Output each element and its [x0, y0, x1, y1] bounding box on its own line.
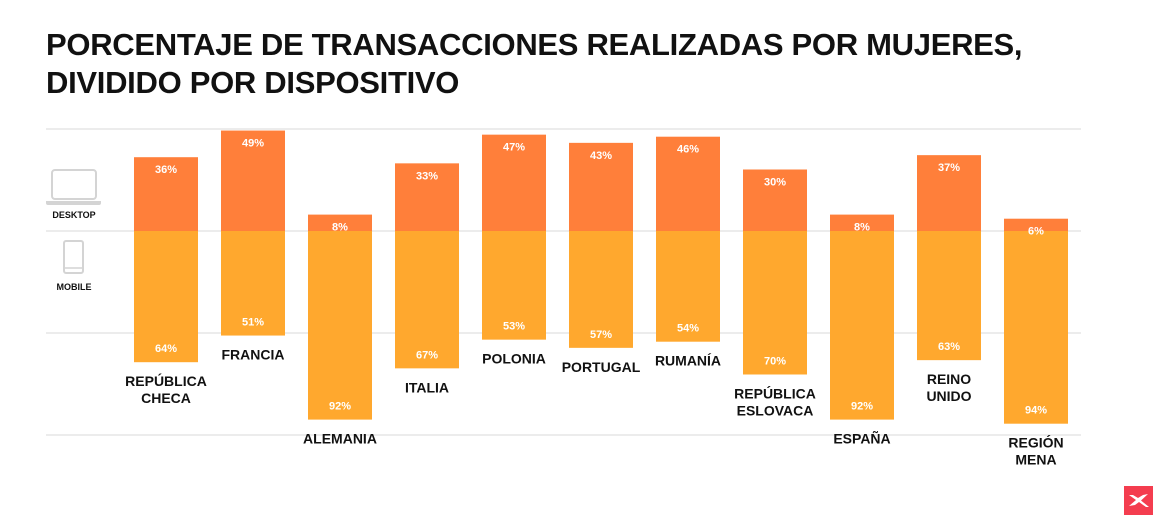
category-label: MENA — [1015, 452, 1056, 468]
category-label: REGIÓN — [1008, 434, 1063, 451]
category-label: ALEMANIA — [303, 431, 377, 447]
title-line-1: PORCENTAJE DE TRANSACCIONES REALIZADAS P… — [46, 27, 1023, 62]
laptop-base — [46, 201, 101, 205]
bar-desktop — [917, 155, 981, 231]
data-label-mobile: 92% — [851, 401, 873, 413]
data-label-desktop: 47% — [503, 142, 525, 154]
bar-mobile — [221, 231, 285, 336]
laptop-icon — [46, 169, 101, 205]
bar-desktop — [569, 142, 633, 231]
category-label: ESLOVACA — [737, 403, 814, 419]
bar-desktop — [1004, 218, 1068, 231]
data-label-desktop: 6% — [1028, 226, 1044, 238]
data-label-desktop: 30% — [764, 177, 786, 189]
data-label-mobile: 70% — [764, 356, 786, 368]
bar-mobile — [1004, 231, 1068, 424]
data-label-mobile: 92% — [329, 401, 351, 413]
category-label: FRANCIA — [222, 347, 285, 363]
smartphone-icon — [63, 240, 84, 274]
logo-mark-icon — [1129, 494, 1149, 507]
bar-desktop — [656, 136, 720, 231]
category-label: ITALIA — [405, 379, 449, 395]
data-label-mobile: 94% — [1025, 405, 1047, 417]
data-label-mobile: 54% — [677, 323, 699, 335]
bar-mobile — [482, 231, 546, 340]
data-label-mobile: 51% — [242, 317, 264, 329]
desktop-label: DESKTOP — [52, 210, 95, 220]
category-label: REPÚBLICA — [125, 372, 207, 389]
category-label: POLONIA — [482, 351, 546, 367]
category-label: PORTUGAL — [562, 359, 641, 375]
bar-desktop — [830, 214, 894, 231]
chart-title: PORCENTAJE DE TRANSACCIONES REALIZADAS P… — [46, 26, 1023, 102]
bar-desktop — [743, 169, 807, 231]
data-label-desktop: 43% — [590, 150, 612, 162]
data-label-mobile: 53% — [503, 321, 525, 333]
bar-mobile — [917, 231, 981, 361]
data-label-desktop: 36% — [155, 164, 177, 176]
mobile-label: MOBILE — [57, 282, 92, 292]
title-line-2: DIVIDIDO POR DISPOSITIVO — [46, 65, 460, 100]
bar-mobile — [656, 231, 720, 342]
category-label: RUMANÍA — [655, 353, 721, 369]
data-label-desktop: 49% — [242, 138, 264, 150]
category-label: REPÚBLICA — [734, 385, 816, 402]
data-label-mobile: 63% — [938, 341, 960, 353]
bar-mobile — [569, 231, 633, 348]
laptop-screen — [51, 169, 97, 200]
category-label: ESPAÑA — [833, 430, 890, 447]
data-label-desktop: 8% — [854, 222, 870, 234]
bar-desktop — [482, 134, 546, 231]
data-label-mobile: 64% — [155, 343, 177, 355]
bar-desktop — [134, 157, 198, 231]
bar-desktop — [308, 214, 372, 231]
bar-desktop — [395, 163, 459, 231]
data-label-desktop: 46% — [677, 144, 699, 156]
bar-mobile — [308, 231, 372, 420]
data-label-desktop: 8% — [332, 222, 348, 234]
bar-desktop — [221, 130, 285, 231]
bar-mobile — [134, 231, 198, 363]
bar-mobile — [743, 231, 807, 375]
data-label-mobile: 57% — [590, 329, 612, 341]
category-label: CHECA — [141, 390, 191, 406]
category-label: UNIDO — [926, 388, 971, 404]
data-label-mobile: 67% — [416, 349, 438, 361]
bar-mobile — [395, 231, 459, 369]
data-label-desktop: 33% — [416, 170, 438, 182]
phone-body — [63, 240, 84, 274]
data-label-desktop: 37% — [938, 162, 960, 174]
category-label: REINO — [927, 371, 971, 387]
bar-mobile — [830, 231, 894, 420]
brand-logo — [1124, 486, 1153, 515]
